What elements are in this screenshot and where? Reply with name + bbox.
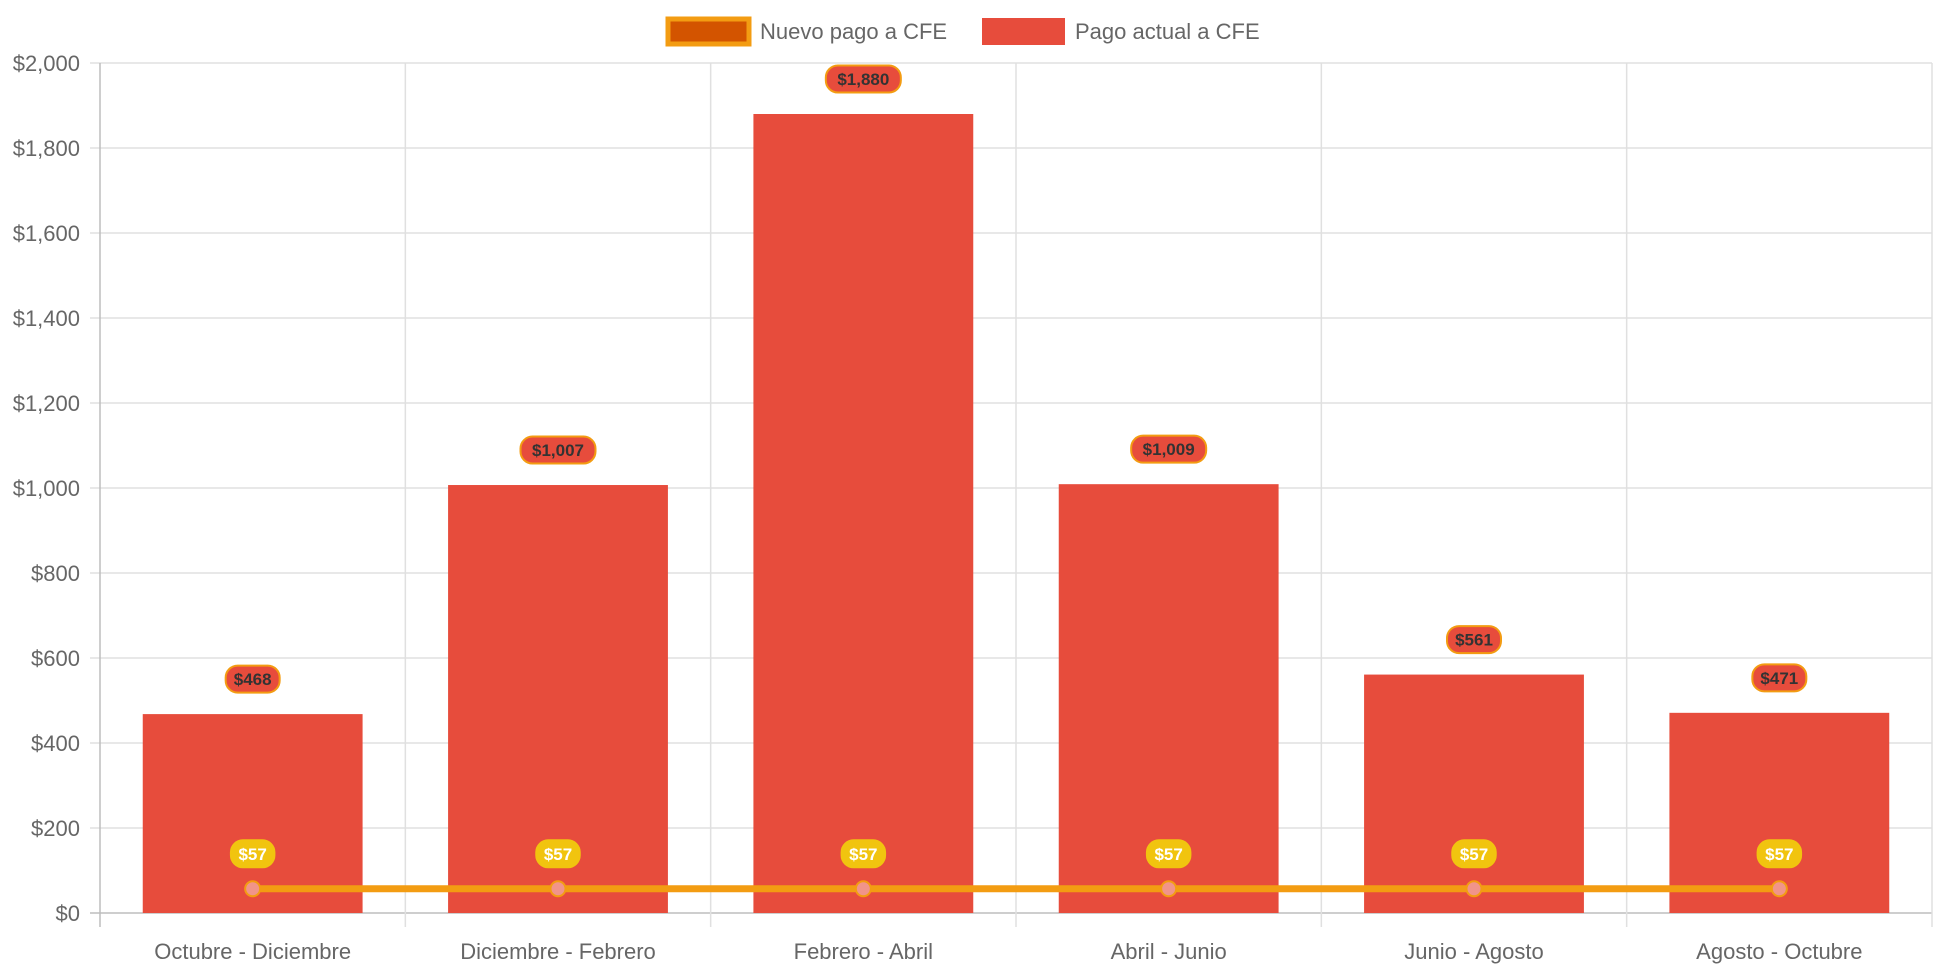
line-value-label-box <box>1756 839 1803 869</box>
y-tick-label: $1,400 <box>13 306 80 331</box>
line-value-label-box <box>1451 839 1497 869</box>
legend: Nuevo pago a CFE Pago actual a CFE <box>665 16 1260 47</box>
data-labels: $468 $1,007 $1,880 $1,009 $561 $471 $57 $57 $57 $… <box>224 64 1808 869</box>
x-tick-label: Agosto - Octubre <box>1696 939 1862 964</box>
x-tick-label: Octubre - Diciembre <box>154 939 351 964</box>
y-tick-label: $1,600 <box>13 221 80 246</box>
line-value-label: $57 <box>238 845 266 864</box>
bar-value-label-box <box>1130 434 1208 464</box>
bar <box>1364 674 1584 913</box>
bar-value-label-box <box>1446 625 1502 655</box>
y-tick-label: $1,200 <box>13 391 80 416</box>
y-tick-label: $2,000 <box>13 51 80 76</box>
bar-value-label-box <box>824 64 902 94</box>
y-tick-label: $1,800 <box>13 136 80 161</box>
x-tick-label: Diciembre - Febrero <box>460 939 656 964</box>
y-tick-label: $1,000 <box>13 476 80 501</box>
line-value-label-box <box>840 839 887 869</box>
grid <box>90 62 1933 927</box>
y-tick-label: $400 <box>31 731 80 756</box>
bar <box>1669 712 1890 913</box>
line-value-label: $57 <box>1154 845 1182 864</box>
line-point <box>1465 880 1483 898</box>
axes: $0 $200 $400 $600 $800 $1,000 $1,200 $1,400 $1,6… <box>13 51 1863 964</box>
legend-item-nuevo-pago[interactable]: Nuevo pago a CFE <box>665 16 947 47</box>
line-value-label: $57 <box>849 845 877 864</box>
bar-value-label: $468 <box>234 670 272 689</box>
line-value-label: $57 <box>1765 845 1793 864</box>
legend-label-nuevo-pago: Nuevo pago a CFE <box>760 19 947 44</box>
bar <box>142 714 363 913</box>
bar-value-label-box <box>1751 663 1808 693</box>
bar-value-label: $1,007 <box>532 441 584 460</box>
bar-value-label: $561 <box>1455 631 1493 650</box>
legend-swatch-pago-actual <box>982 18 1065 45</box>
line-point <box>244 880 262 898</box>
line-point <box>1770 880 1788 898</box>
legend-item-pago-actual[interactable]: Pago actual a CFE <box>982 18 1260 45</box>
y-tick-label: $200 <box>31 816 80 841</box>
bar-value-label: $1,880 <box>837 70 889 89</box>
line-value-label: $57 <box>1460 845 1488 864</box>
line-value-label-box <box>535 839 581 869</box>
x-tick-label: Junio - Agosto <box>1404 939 1543 964</box>
y-tick-label: $800 <box>31 561 80 586</box>
y-tick-label: $0 <box>56 901 80 926</box>
line-point <box>549 880 567 898</box>
legend-swatch-nuevo-pago <box>665 16 752 47</box>
line-value-label-box <box>1145 839 1192 869</box>
x-tick-label: Febrero - Abril <box>794 939 933 964</box>
bar-value-label: $471 <box>1760 669 1798 688</box>
legend-label-pago-actual: Pago actual a CFE <box>1075 19 1260 44</box>
line-series <box>244 880 1788 898</box>
bar-value-label: $1,009 <box>1143 440 1195 459</box>
line-value-label: $57 <box>544 845 572 864</box>
bar-value-label-box <box>519 435 597 465</box>
x-tick-label: Abril - Junio <box>1111 939 1227 964</box>
bar-value-label-box <box>224 664 281 694</box>
y-tick-label: $600 <box>31 646 80 671</box>
line-value-label-box <box>229 839 276 869</box>
line-point <box>1160 880 1178 898</box>
line-point <box>854 880 872 898</box>
bar <box>753 114 974 913</box>
